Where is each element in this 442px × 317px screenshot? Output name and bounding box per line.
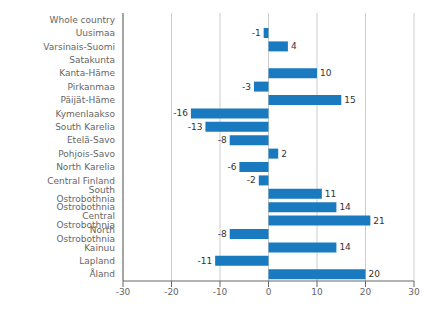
svg-text:Kymenlaakso: Kymenlaakso: [55, 109, 115, 119]
svg-text:North Karelia: North Karelia: [56, 162, 115, 172]
svg-text:11: 11: [325, 189, 336, 199]
svg-text:Åland: Åland: [89, 268, 115, 279]
svg-text:South Karelia: South Karelia: [55, 122, 115, 132]
svg-text:0: 0: [266, 287, 272, 297]
svg-text:-1: -1: [252, 28, 261, 38]
svg-text:Pirkanmaa: Pirkanmaa: [67, 82, 115, 92]
svg-text:Päijät-Häme: Päijät-Häme: [61, 95, 116, 105]
svg-text:Ostrobothnia: Ostrobothnia: [56, 202, 115, 213]
html-text:Central: Central: [82, 211, 115, 222]
svg-text:-13: -13: [188, 122, 203, 132]
svg-text:-6: -6: [227, 162, 236, 172]
svg-text:2: 2: [281, 149, 287, 159]
svg-text:20: 20: [369, 269, 381, 279]
svg-text:10: 10: [311, 287, 323, 297]
svg-text:10: 10: [320, 68, 332, 78]
svg-text:-2: -2: [247, 175, 256, 185]
svg-text:-10: -10: [213, 287, 228, 297]
svg-text:14: 14: [339, 242, 351, 252]
svg-text:Pohjois-Savo: Pohjois-Savo: [58, 149, 115, 159]
svg-text:-30: -30: [116, 287, 131, 297]
svg-text:-8: -8: [218, 135, 227, 145]
svg-text:Etelä-Savo: Etelä-Savo: [67, 135, 116, 145]
svg-text:Kainuu: Kainuu: [84, 243, 115, 253]
svg-text:Central Finland: Central Finland: [47, 175, 115, 186]
svg-text:14: 14: [339, 202, 351, 212]
svg-text:-3: -3: [242, 82, 251, 92]
svg-text:Whole country: Whole country: [50, 15, 116, 25]
svg-text:21: 21: [373, 216, 384, 226]
svg-text:Satakunta: Satakunta: [69, 55, 115, 65]
svg-text:Kanta-Häme: Kanta-Häme: [59, 68, 115, 78]
svg-text:20: 20: [360, 287, 372, 297]
svg-text:30: 30: [408, 287, 420, 297]
svg-text:Uusimaa: Uusimaa: [76, 28, 115, 38]
svg-text:Varsinais-Suomi: Varsinais-Suomi: [43, 42, 115, 52]
svg-text:Lapland: Lapland: [79, 256, 115, 266]
svg-text:4: 4: [291, 41, 297, 51]
svg-text:-8: -8: [218, 229, 227, 239]
svg-text:-11: -11: [197, 256, 212, 266]
svg-text:SouthOstrobothnia: SouthOstrobothnia: [57, 185, 115, 204]
svg-text:NorthOstrobothnia: NorthOstrobothnia: [57, 225, 115, 244]
svg-text:-20: -20: [164, 287, 179, 297]
svg-text:15: 15: [344, 95, 355, 105]
svg-text:-16: -16: [173, 108, 188, 118]
